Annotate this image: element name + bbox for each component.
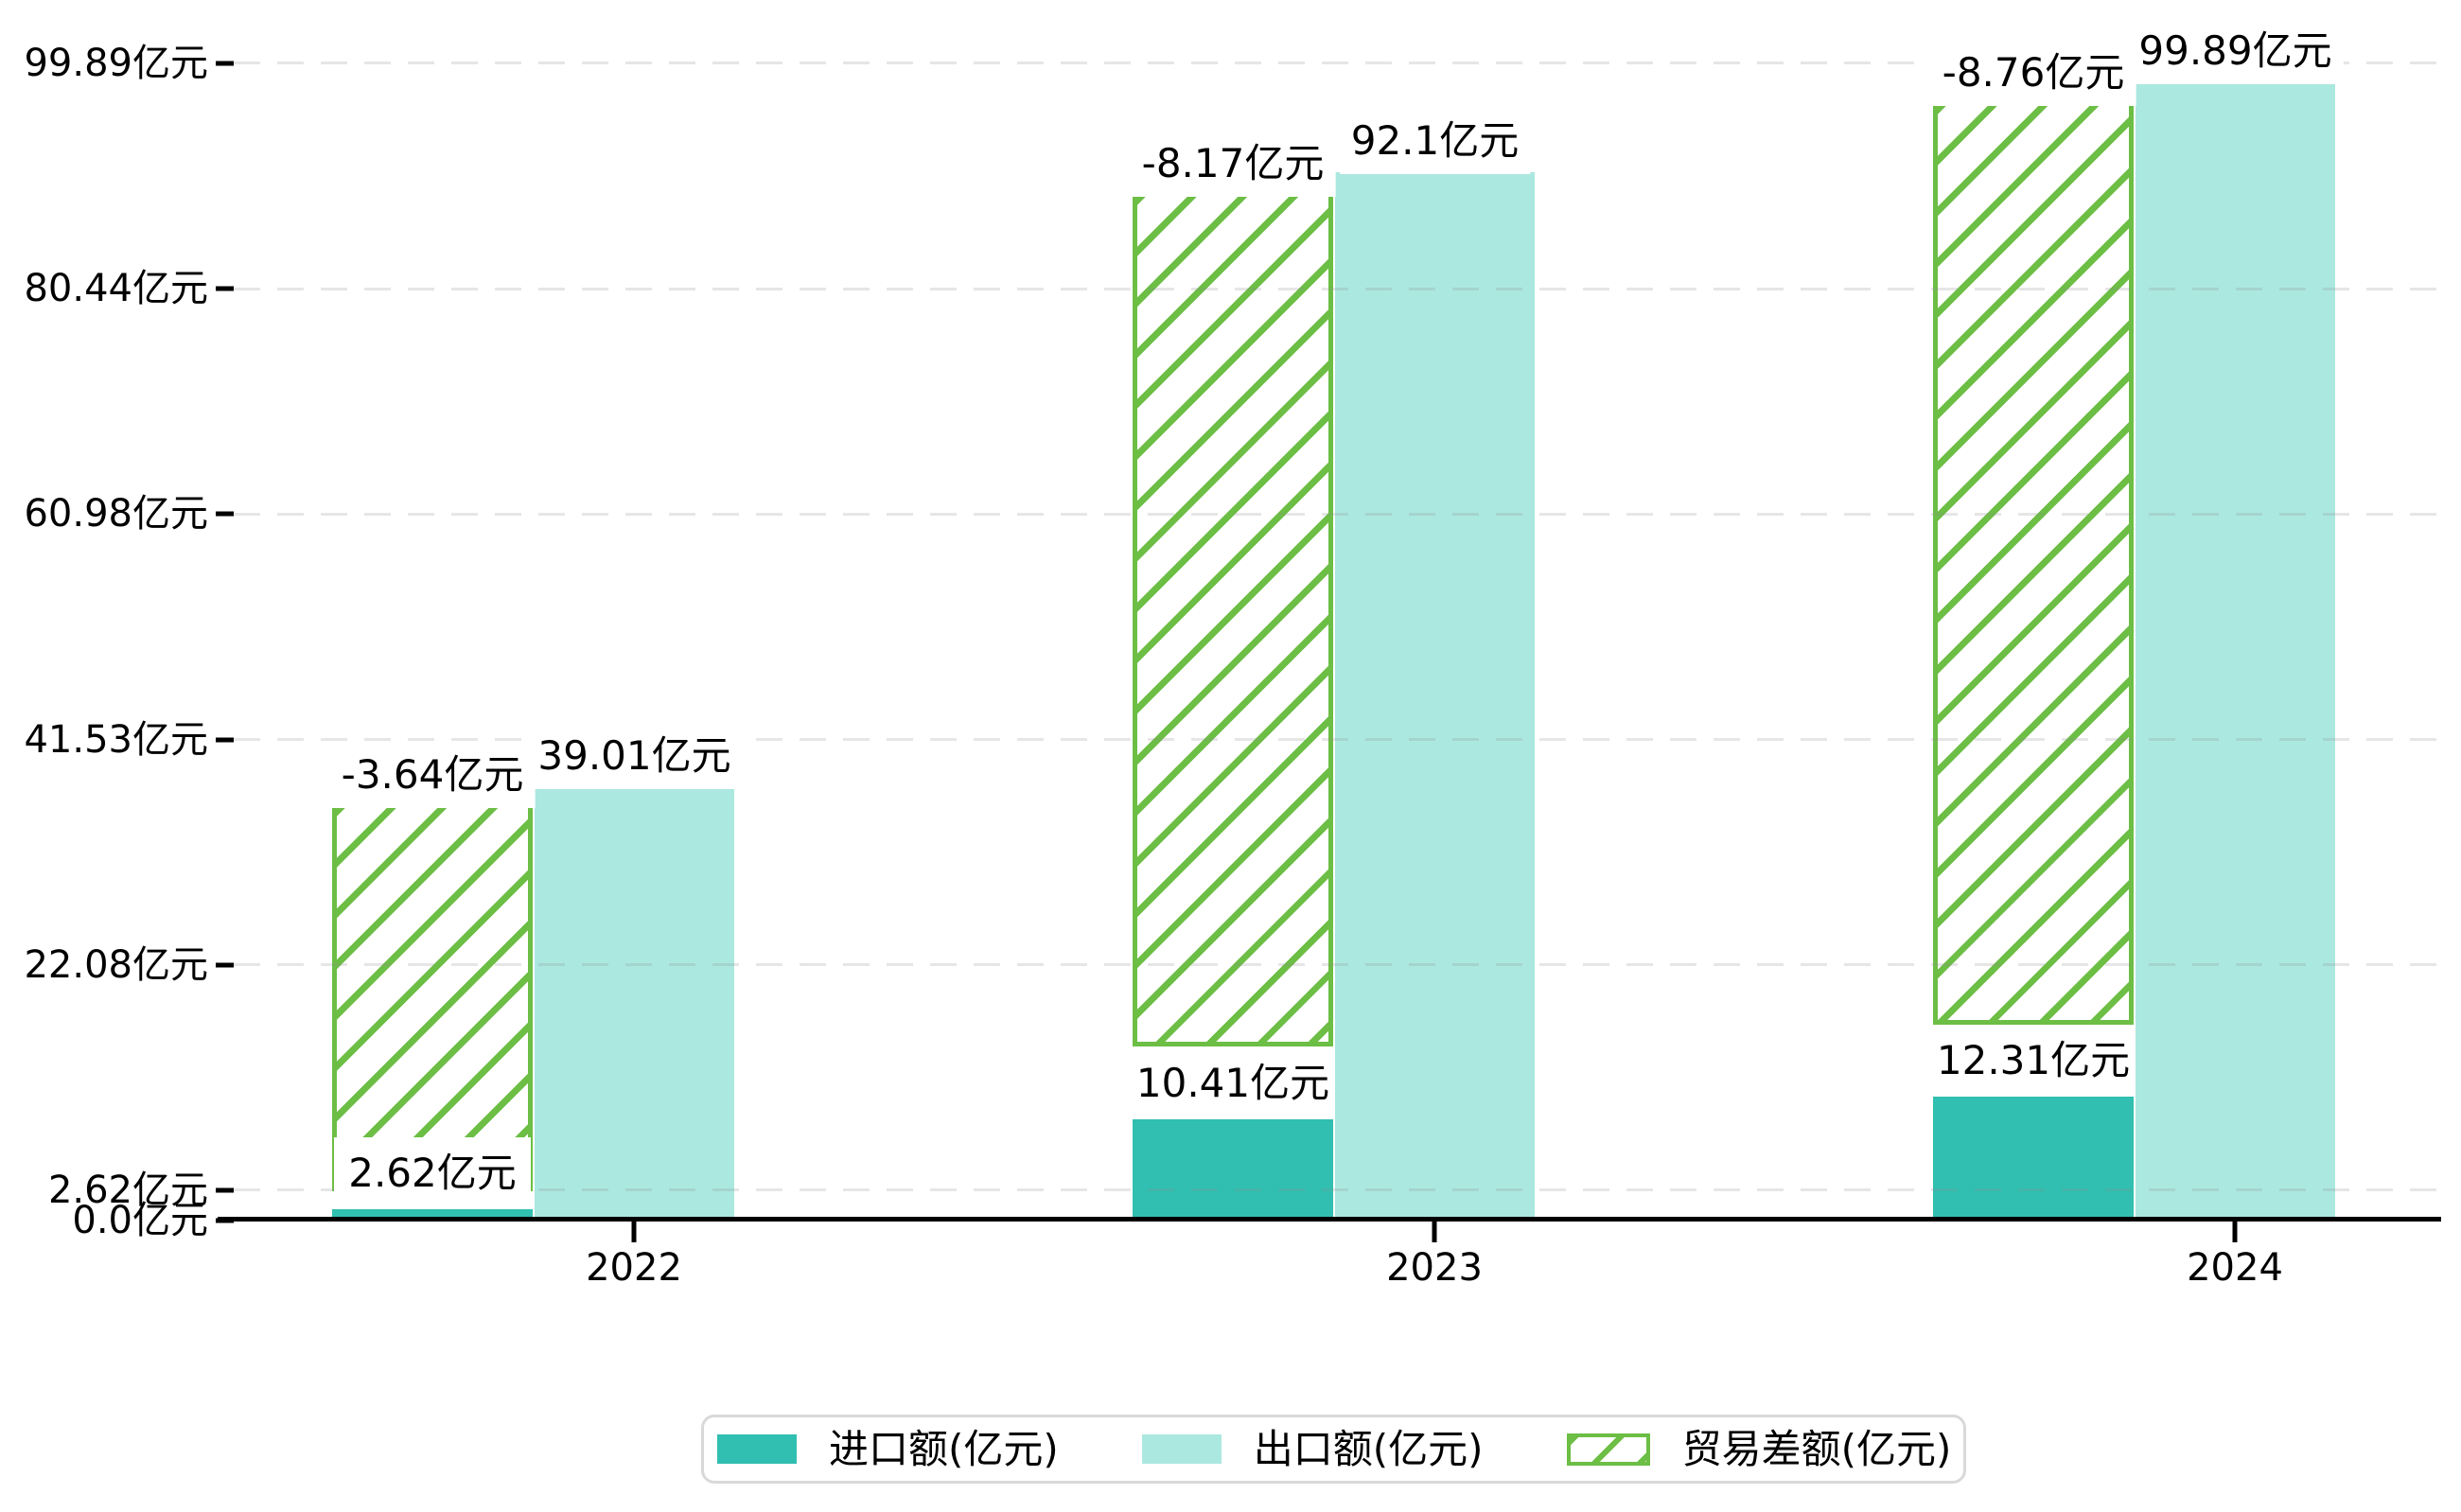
x-tick-mark [2232,1222,2238,1242]
export-value-label-2024: 99.89亿元 [2127,17,2344,84]
import-swatch-icon [717,1434,797,1464]
x-tick-label-2022: 2022 [586,1246,682,1290]
y-tick-label: 22.08亿元 [24,942,208,987]
import-value-label-2023: 10.41亿元 [1134,1046,1331,1119]
y-tick-mark [216,1187,234,1193]
export-value-label-2022: 39.01亿元 [526,723,743,790]
y-tick-mark [216,61,234,66]
x-tick-label-2023: 2023 [1386,1246,1483,1290]
gridline [234,963,2441,967]
gridline [234,738,2441,741]
import-bar-2023 [1133,1118,1333,1219]
trade-balance-bar-2023 [1133,190,1333,1047]
y-tick-label: 60.98亿元 [24,492,208,536]
y-tick-label: 0.0亿元 [72,1199,208,1242]
x-tick-mark [631,1222,637,1242]
gridline [234,62,2441,65]
legend-label-trade-balance: 贸易差额(亿元) [1681,1425,1952,1472]
import-value-label-2024: 12.31亿元 [1935,1025,2132,1098]
import-bar-2022 [332,1208,533,1219]
x-axis-line [218,1217,2441,1222]
legend-label-import: 进口额(亿元) [829,1425,1059,1472]
trade-balance-bar-2022 [332,801,533,1192]
export-bar-2023 [1335,172,1535,1219]
import-value-label-2022: 2.62亿元 [334,1136,531,1209]
y-tick-label: 80.44亿元 [24,267,208,311]
trade-balance-value-label-2023: -8.17亿元 [1130,130,1336,197]
trade-balance-value-label-2022: -3.64亿元 [329,741,536,808]
export-bar-2022 [535,787,734,1219]
x-tick-mark [1432,1222,1437,1242]
y-tick-mark [216,286,234,291]
export-value-label-2023: 92.1亿元 [1339,108,1531,175]
legend: 进口额(亿元) 出口额(亿元) 贸易差额(亿元) [701,1415,1966,1484]
legend-item-import: 进口额(亿元) [717,1425,1059,1472]
y-tick-label: 99.89亿元 [24,41,208,85]
legend-item-export: 出口额(亿元) [1141,1425,1484,1472]
legend-label-export: 出口额(亿元) [1253,1425,1484,1472]
y-tick-label: 2.62亿元 [47,1168,208,1212]
trade-balance-hatch-swatch-icon [1566,1433,1650,1466]
legend-item-trade-balance: 贸易差额(亿元) [1566,1425,1952,1472]
export-bar-2024 [2136,81,2335,1219]
y-tick-mark [216,962,234,968]
export-swatch-icon [1141,1434,1222,1464]
gridline [234,512,2441,516]
import-bar-2024 [1933,1097,2134,1219]
trade-balance-value-label-2024: -8.76亿元 [1930,40,2136,106]
gridline [234,287,2441,290]
x-tick-label-2024: 2024 [2187,1246,2283,1290]
y-tick-label: 41.53亿元 [24,717,208,762]
gridline [234,1188,2441,1192]
y-tick-mark [216,737,234,742]
trade-balance-bar-2024 [1933,100,2134,1026]
y-tick-mark [216,511,234,517]
